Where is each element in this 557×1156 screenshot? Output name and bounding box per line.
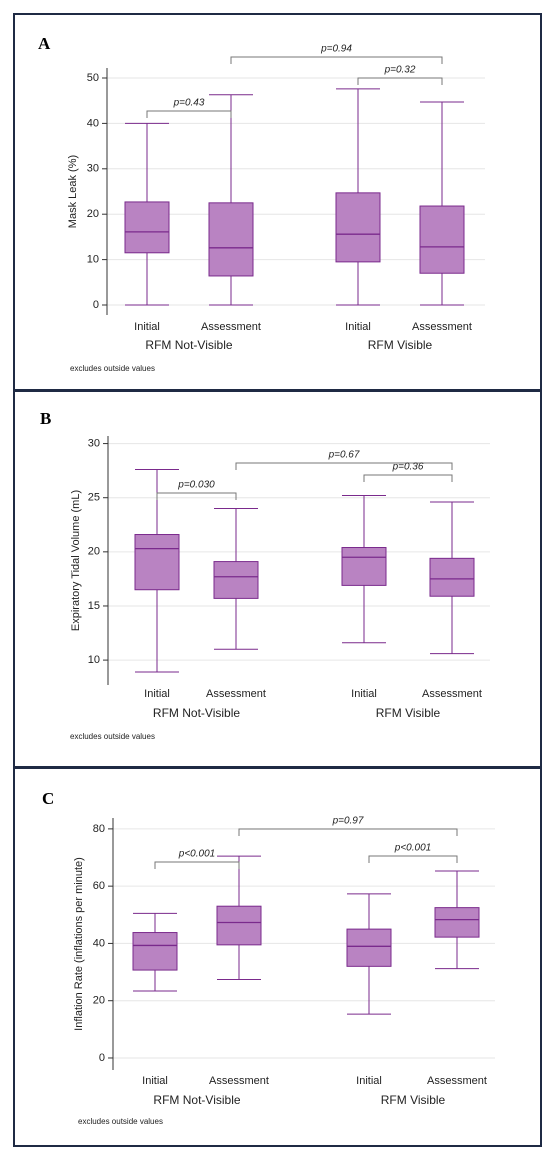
significance-bracket [357,77,443,85]
box [341,547,387,586]
y-axis-label: Mask Leak (%) [67,155,79,228]
x-tick-label: Initial [142,1075,168,1087]
box [429,557,475,597]
box [346,928,392,967]
y-axis-label: Inflation Rate (inflations per minute) [73,857,85,1031]
significance-bracket [230,56,443,64]
y-tick-label: 20 [88,546,100,558]
p-value: p=0.030 [177,480,215,491]
significance-bracket [146,110,232,118]
y-tick-label: 0 [99,1052,105,1064]
box [213,561,259,599]
x-tick-label: Assessment [427,1075,487,1087]
box [335,192,381,263]
y-tick-label: 40 [93,937,105,949]
panel-letter: C [42,789,54,808]
box [208,202,254,277]
x-tick-label: Assessment [201,321,261,333]
box [434,907,480,938]
y-tick-label: 10 [87,254,99,266]
x-tick-label: Assessment [206,688,266,700]
y-tick-label: 40 [87,117,99,129]
panel-letter: A [38,34,51,53]
significance-bracket [363,474,453,482]
significance-bracket [235,462,453,470]
box [419,205,465,274]
x-tick-label: Initial [351,688,377,700]
significance-bracket [156,492,237,500]
y-tick-label: 50 [87,72,99,84]
significance-bracket [368,855,458,863]
note: excludes outside values [70,364,155,373]
box [124,201,170,254]
group-label: RFM Not-Visible [145,338,232,352]
group-label: RFM Visible [381,1093,446,1107]
y-tick-label: 30 [87,163,99,175]
p-value: p=0.32 [384,65,416,76]
y-tick-label: 15 [88,600,100,612]
box [134,534,180,591]
box [216,905,262,946]
x-tick-label: Initial [345,321,371,333]
y-tick-label: 60 [93,880,105,892]
panel-border [13,13,542,391]
p-value: p=0.97 [332,816,364,827]
p-value: p=0.36 [392,462,424,473]
y-tick-label: 10 [88,654,100,666]
x-tick-label: Assessment [422,688,482,700]
y-tick-label: 20 [93,995,105,1007]
x-tick-label: Initial [134,321,160,333]
panel-letter: B [40,409,51,428]
group-label: RFM Visible [368,338,433,352]
note: excludes outside values [70,732,155,741]
panel-border [13,767,542,1147]
group-label: RFM Not-Visible [153,1093,240,1107]
y-tick-label: 0 [93,299,99,311]
p-value: p<0.001 [178,849,215,860]
x-tick-label: Initial [144,688,170,700]
p-value: p<0.001 [394,843,431,854]
y-tick-label: 30 [88,437,100,449]
p-value: p=0.43 [173,98,205,109]
p-value: p=0.67 [328,450,360,461]
p-value: p=0.94 [320,44,352,55]
x-tick-label: Initial [356,1075,382,1087]
x-tick-label: Assessment [412,321,472,333]
y-tick-label: 20 [87,208,99,220]
y-axis-label: Expiratory Tidal Volume (mL) [70,490,82,631]
y-tick-label: 25 [88,492,100,504]
group-label: RFM Not-Visible [153,706,240,720]
y-tick-label: 80 [93,823,105,835]
significance-bracket [154,861,240,869]
box [132,932,178,971]
group-label: RFM Visible [376,706,441,720]
significance-bracket [238,828,458,836]
note: excludes outside values [78,1117,163,1126]
x-tick-label: Assessment [209,1075,269,1087]
